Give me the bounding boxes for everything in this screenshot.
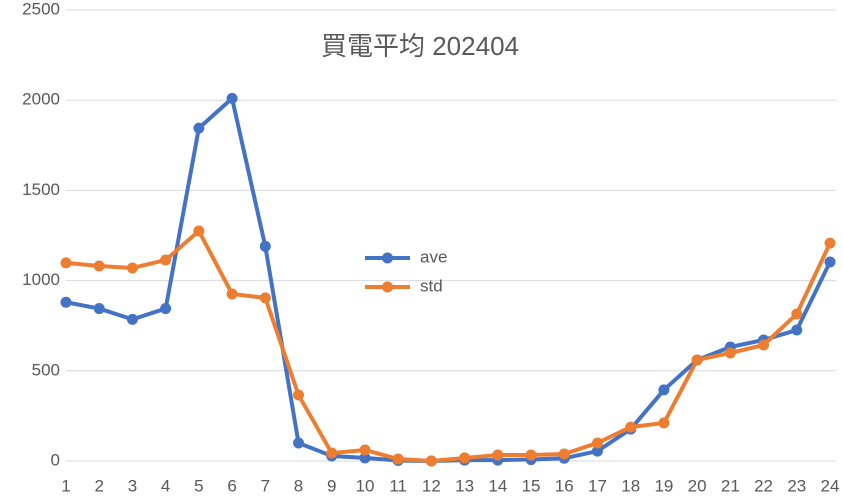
- point-marker: [359, 452, 371, 464]
- y-tick-label: 2500: [22, 0, 60, 18]
- x-tick-label: 17: [588, 476, 607, 495]
- point-marker: [791, 324, 803, 336]
- point-marker: [326, 447, 338, 459]
- x-tick-label: 19: [654, 476, 673, 495]
- legend-label: ave: [420, 247, 447, 266]
- y-tick-label: 2000: [22, 90, 60, 109]
- point-marker: [658, 384, 670, 396]
- x-tick-label: 13: [455, 476, 474, 495]
- point-marker: [160, 254, 172, 266]
- x-tick-label: 5: [194, 476, 203, 495]
- x-tick-label: 16: [555, 476, 574, 495]
- point-marker: [93, 260, 105, 272]
- x-tick-label: 22: [754, 476, 773, 495]
- x-tick-label: 8: [294, 476, 303, 495]
- x-tick-label: 10: [355, 476, 374, 495]
- x-tick-label: 1: [61, 476, 70, 495]
- legend-marker: [382, 281, 393, 293]
- point-marker: [293, 437, 305, 449]
- point-marker: [658, 417, 670, 429]
- x-tick-label: 14: [488, 476, 507, 495]
- x-tick-label: 3: [128, 476, 137, 495]
- point-marker: [126, 313, 138, 325]
- legend-marker: [382, 252, 393, 264]
- x-tick-label: 6: [227, 476, 236, 495]
- point-marker: [758, 339, 770, 351]
- point-marker: [126, 262, 138, 274]
- x-tick-label: 20: [688, 476, 707, 495]
- x-tick-label: 12: [422, 476, 441, 495]
- y-tick-label: 1000: [22, 270, 60, 289]
- series-line: [65, 228, 832, 463]
- point-marker: [459, 452, 471, 464]
- point-marker: [60, 296, 72, 308]
- point-marker: [425, 455, 437, 467]
- y-tick-label: 1500: [22, 180, 60, 199]
- point-marker: [591, 445, 603, 457]
- point-marker: [359, 444, 371, 456]
- point-marker: [259, 292, 271, 304]
- point-marker: [293, 389, 305, 401]
- x-tick-label: 23: [787, 476, 806, 495]
- point-marker: [691, 354, 703, 366]
- legend-label: std: [420, 276, 443, 295]
- point-marker: [160, 303, 172, 315]
- point-marker: [824, 256, 836, 268]
- x-tick-label: 18: [621, 476, 640, 495]
- y-tick-label: 500: [32, 360, 60, 379]
- point-marker: [226, 288, 238, 300]
- point-marker: [193, 225, 205, 237]
- point-marker: [392, 453, 404, 465]
- x-tick-label: 15: [522, 476, 541, 495]
- point-marker: [226, 92, 238, 104]
- x-tick-label: 9: [327, 476, 336, 495]
- point-marker: [591, 437, 603, 449]
- y-tick-label: 0: [51, 450, 60, 469]
- point-marker: [60, 257, 72, 269]
- x-tick-label: 11: [389, 476, 407, 495]
- point-marker: [724, 347, 736, 359]
- point-marker: [525, 449, 537, 461]
- x-tick-label: 24: [821, 476, 840, 495]
- point-marker: [93, 303, 105, 315]
- point-marker: [558, 448, 570, 460]
- x-tick-label: 2: [94, 476, 103, 495]
- point-marker: [824, 237, 836, 249]
- x-tick-label: 7: [261, 476, 270, 495]
- point-marker: [492, 449, 504, 461]
- x-tick-label: 21: [721, 476, 740, 495]
- point-marker: [791, 308, 803, 320]
- point-marker: [259, 240, 271, 252]
- point-marker: [193, 122, 205, 134]
- chart-title: 買電平均 202404: [321, 31, 519, 61]
- x-tick-label: 4: [161, 476, 170, 495]
- point-marker: [625, 421, 637, 433]
